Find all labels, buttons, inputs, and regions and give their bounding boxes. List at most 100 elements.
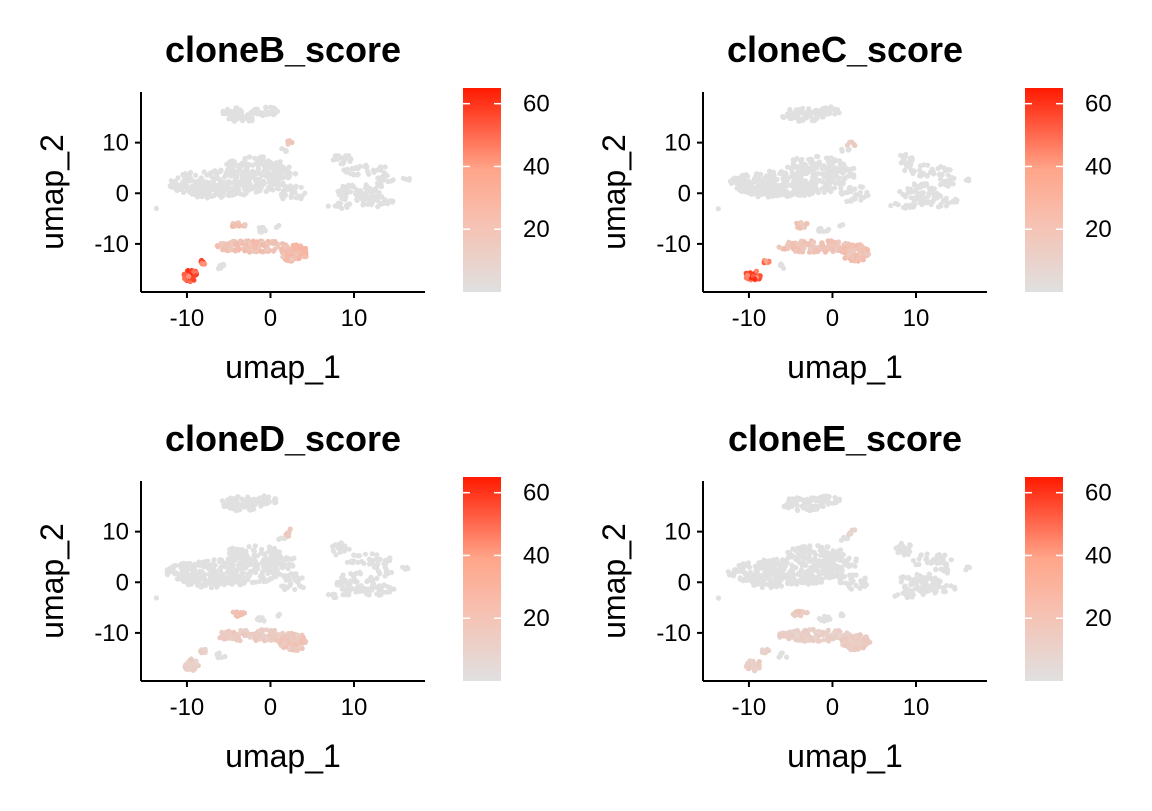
- cell-point: [220, 188, 226, 194]
- cell-point: [806, 106, 812, 112]
- cell-point: [378, 201, 384, 207]
- cell-point: [793, 499, 800, 505]
- cell-point: [824, 179, 830, 185]
- cell-point: [375, 167, 381, 173]
- highlighted-cell-point: [282, 633, 288, 640]
- highlighted-cell-point: [861, 636, 867, 643]
- cell-point: [825, 544, 831, 550]
- highlighted-cell-point: [286, 641, 292, 647]
- cell-point: [758, 171, 764, 177]
- highlighted-cell-point: [821, 637, 827, 643]
- cell-point: [839, 554, 845, 560]
- cell-point: [271, 164, 277, 170]
- cell-point: [727, 178, 734, 184]
- cell-point: [164, 567, 170, 573]
- highlighted-cell-point: [812, 629, 818, 635]
- cell-point: [198, 175, 204, 181]
- cell-point: [942, 552, 948, 558]
- cell-point: [814, 153, 820, 160]
- cell-point: [902, 153, 908, 159]
- cell-point: [945, 172, 951, 178]
- cell-point: [348, 571, 354, 577]
- highlighted-cell-point: [193, 658, 199, 664]
- cell-point: [263, 106, 269, 112]
- cell-point: [842, 175, 848, 182]
- cell-point: [250, 170, 256, 176]
- cell-point: [835, 574, 841, 580]
- cell-point: [274, 224, 280, 230]
- cell-point: [192, 190, 198, 196]
- cell-point: [751, 176, 758, 182]
- cell-point: [946, 177, 952, 183]
- colorbar-label: 20: [1085, 605, 1112, 632]
- highlighted-cell-point: [853, 633, 859, 639]
- cell-point: [340, 592, 346, 598]
- cell-point: [241, 192, 247, 198]
- cell-point: [858, 578, 864, 584]
- cell-point: [795, 117, 802, 124]
- cell-point: [221, 180, 227, 186]
- cell-point: [925, 193, 931, 199]
- cell-point: [963, 177, 970, 183]
- highlighted-cell-point: [857, 251, 863, 257]
- y-tick-label: 10: [102, 519, 129, 546]
- highlighted-cell-point: [827, 246, 833, 252]
- cell-point: [942, 182, 949, 188]
- cell-point: [267, 576, 273, 582]
- cell-point: [838, 611, 845, 617]
- cell-point: [400, 175, 406, 181]
- cell-point: [825, 186, 831, 192]
- cell-point: [246, 572, 253, 579]
- cell-point: [944, 570, 951, 576]
- cell-point: [819, 499, 825, 505]
- cell-point: [913, 562, 919, 568]
- highlighted-cell-point: [860, 257, 866, 263]
- y-axis-label: umap_2: [596, 134, 632, 250]
- cell-point: [768, 584, 774, 591]
- cell-point: [826, 226, 832, 232]
- cell-point: [266, 499, 272, 505]
- cell-point: [240, 118, 246, 124]
- highlighted-cell-point: [796, 245, 802, 252]
- cell-point: [761, 176, 767, 182]
- cell-point: [793, 565, 799, 571]
- cell-point: [815, 190, 821, 196]
- cell-point: [816, 575, 822, 582]
- cell-point: [809, 157, 815, 163]
- cell-point: [758, 186, 764, 193]
- cell-point: [788, 574, 794, 581]
- cell-point: [362, 551, 368, 557]
- cell-point: [226, 178, 232, 184]
- cell-point: [378, 183, 385, 190]
- cell-point: [175, 175, 181, 181]
- highlighted-cell-point: [844, 244, 851, 250]
- cell-point: [806, 191, 813, 198]
- cell-point: [387, 556, 393, 562]
- x-tick-label: -10: [170, 305, 205, 332]
- cell-point: [365, 196, 371, 202]
- cell-point: [181, 189, 187, 195]
- colorbar: [1025, 477, 1063, 681]
- cell-point: [846, 563, 852, 570]
- cell-point: [239, 178, 245, 184]
- cell-point: [231, 163, 237, 170]
- cell-point: [907, 548, 913, 555]
- cell-point: [788, 554, 794, 560]
- cell-point: [276, 536, 282, 542]
- cell-point: [240, 570, 246, 576]
- cell-point: [804, 115, 810, 121]
- cell-point: [758, 182, 765, 188]
- cell-point: [850, 578, 856, 584]
- cell-point: [807, 499, 813, 505]
- cell-point: [902, 167, 908, 174]
- cell-point: [853, 582, 859, 589]
- cell-point: [815, 170, 822, 177]
- cell-point: [347, 189, 354, 195]
- cell-point: [193, 579, 199, 585]
- cell-point: [353, 570, 359, 577]
- highlighted-cell-point: [298, 639, 304, 645]
- cell-point: [783, 179, 789, 185]
- cell-point: [211, 557, 217, 563]
- y-tick-label: 10: [102, 130, 129, 157]
- cell-point: [853, 192, 859, 198]
